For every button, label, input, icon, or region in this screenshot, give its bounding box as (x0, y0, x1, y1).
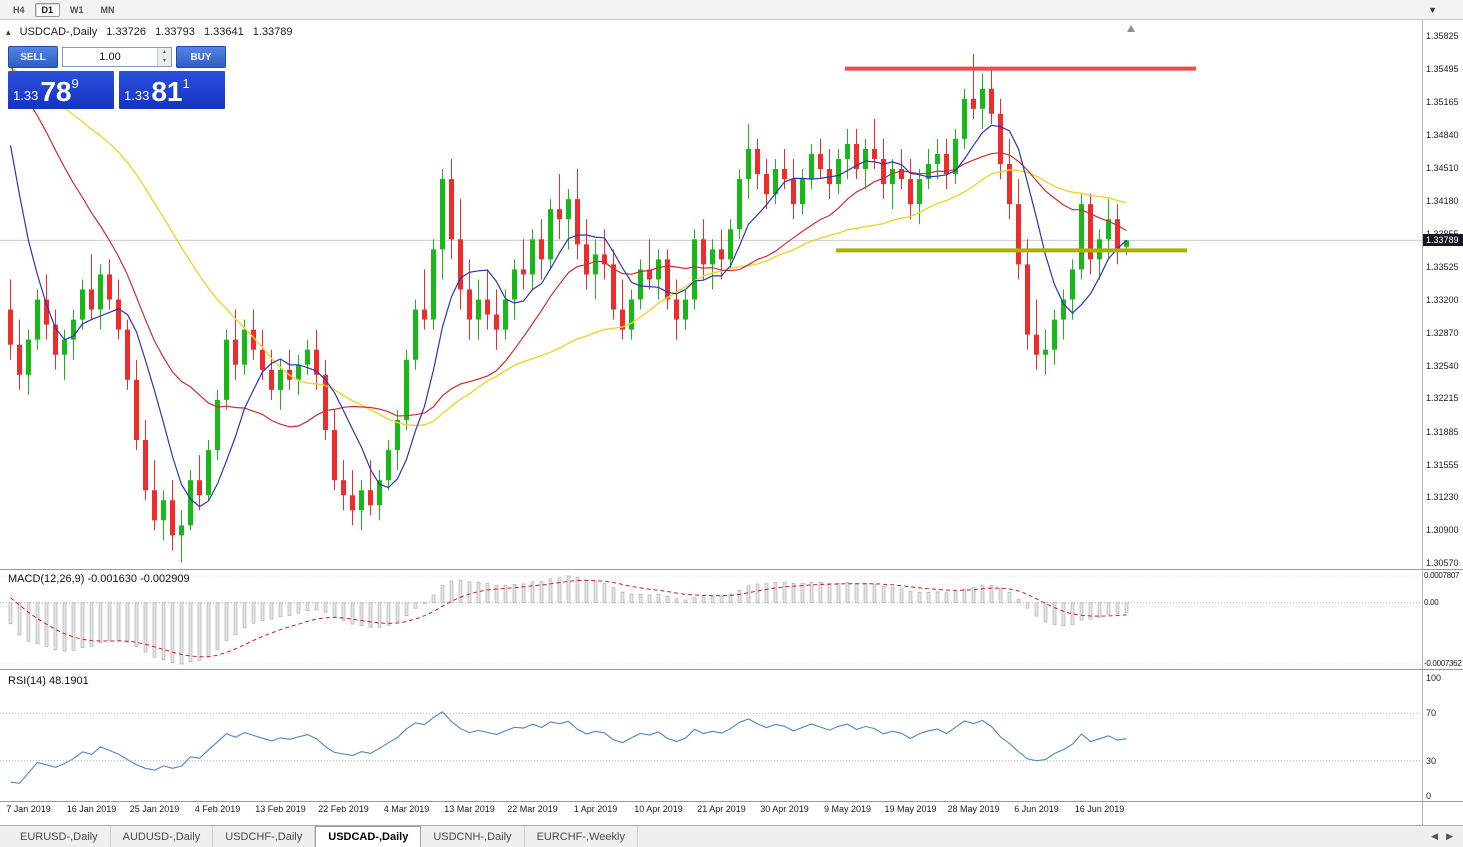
macd-rsi-separator[interactable] (0, 669, 1463, 670)
chart-shift-marker-icon[interactable] (1127, 25, 1135, 32)
period-toolbar: H4 D1 W1 MN ▼ (0, 0, 1463, 20)
time-axis-label: 13 Feb 2019 (255, 804, 306, 814)
volume-spinner: ▲ ▼ (157, 48, 171, 66)
price-axis-label: 1.31230 (1426, 492, 1459, 503)
chart-tab-usdcnh-daily[interactable]: USDCNH-,Daily (421, 826, 525, 847)
ohlc-high-value: 1.33793 (155, 26, 195, 38)
chart-tab-eurusd-daily[interactable]: EURUSD-,Daily (8, 826, 111, 847)
chart-area[interactable]: 7 Jan 2019 16 Jan 2019 25 Jan 2019 4 Feb 20… (0, 20, 1422, 825)
ohlc-open-value: 1.33726 (106, 26, 147, 38)
buy-price-figure: 1.33 (124, 88, 150, 103)
price-axis-label: 1.31555 (1426, 459, 1459, 470)
time-axis-label: 10 Apr 2019 (634, 804, 683, 814)
price-axis[interactable]: 1.35825 1.35495 1.35165 1.34840 1.34510 1.341… (1422, 20, 1463, 825)
period-buttons-group: H4 D1 W1 MN (6, 2, 122, 17)
chart-header: ▴ USDCAD-,Daily 1.33726 1.33793 1.33641 … (6, 26, 299, 38)
rsi-axis-label: 30 (1426, 755, 1437, 766)
price-axis-label: 1.30900 (1426, 525, 1459, 536)
price-axis-label: 1.32870 (1426, 327, 1459, 338)
period-button-h4[interactable]: H4 (13, 4, 25, 15)
toolbar-corner-icon[interactable]: ▼ (1428, 4, 1437, 15)
chart-tab-usdchf-daily[interactable]: USDCHF-,Daily (213, 826, 316, 847)
chart-tab-eurchf-weekly[interactable]: EURCHF-,Weekly (525, 826, 638, 847)
price-axis-label: 1.33200 (1426, 294, 1459, 305)
price-axis-label: 1.33855 (1426, 229, 1459, 239)
period-button-d1[interactable]: D1 (34, 2, 61, 17)
sell-button[interactable]: SELL (8, 46, 58, 68)
time-axis-label: 28 May 2019 (947, 804, 999, 814)
price-axis-label: 1.32215 (1426, 393, 1459, 404)
period-button-mn[interactable]: MN (100, 4, 115, 15)
time-axis-label: 22 Feb 2019 (318, 804, 369, 814)
ohlc-close-value: 1.33789 (252, 26, 293, 38)
price-axis-label: 1.35825 (1426, 31, 1459, 42)
rsi-label: RSI(14) 48.1901 (8, 675, 89, 687)
one-click-trading-panel: SELL 1.00 ▲ ▼ BUY 1.33 78 9 1.33 81 1 (8, 46, 226, 109)
chart-symbol-label: USDCAD-,Daily (19, 26, 98, 38)
time-axis-label: 9 May 2019 (824, 804, 871, 814)
macd-axis-label: -0.0007362 (1424, 659, 1462, 668)
chart-tab-usdcad-daily[interactable]: USDCAD-,Daily (315, 825, 422, 847)
main-macd-separator[interactable] (0, 569, 1463, 570)
time-axis-label: 19 May 2019 (884, 804, 936, 814)
chart-tab-audusd-daily[interactable]: AUDUSD-,Daily (111, 826, 214, 847)
time-axis-label: 4 Feb 2019 (195, 804, 241, 814)
time-axis-label: 13 Mar 2019 (444, 804, 495, 814)
buy-price-display[interactable]: 1.33 81 1 (119, 71, 225, 109)
time-axis-label: 16 Jan 2019 (67, 804, 117, 814)
price-axis-label: 1.30570 (1426, 558, 1459, 569)
rsi-axis-label: 100 (1426, 673, 1442, 683)
price-axis-label: 1.35165 (1426, 97, 1459, 108)
chart-tab-bar: EURUSD-,Daily AUDUSD-,Daily USDCHF-,Daily U… (0, 825, 1463, 847)
time-axis-label: 30 Apr 2019 (760, 804, 809, 814)
current-price-badge: 1.33789 (1423, 234, 1463, 247)
time-axis-label: 1 Apr 2019 (574, 804, 618, 814)
price-axis-label: 1.34510 (1426, 163, 1459, 174)
macd-axis-label: 0.0007807 (1424, 571, 1460, 580)
time-axis-label: 21 Apr 2019 (697, 804, 746, 814)
buy-button[interactable]: BUY (176, 46, 226, 68)
sell-price-pips: 78 (40, 76, 72, 107)
price-axis-label: 1.35495 (1426, 64, 1459, 75)
volume-value: 1.00 (99, 51, 121, 63)
tab-scroll-controls: ◀ ▶ (1431, 831, 1463, 842)
price-axis-label: 1.31885 (1426, 426, 1459, 437)
collapse-one-click-icon[interactable]: ▴ (6, 27, 11, 37)
macd-label: MACD(12,26,9) -0.001630 -0.002909 (8, 573, 190, 585)
sell-price-point: 9 (71, 76, 79, 91)
buy-price-point: 1 (182, 76, 190, 91)
time-axis-label: 7 Jan 2019 (6, 804, 51, 814)
price-axis-label: 1.34180 (1426, 196, 1459, 207)
volume-up-button[interactable]: ▲ (158, 48, 171, 57)
price-axis-label: 1.33525 (1426, 261, 1459, 272)
rsi-axis-label: 70 (1426, 708, 1437, 719)
ohlc-low-value: 1.33641 (203, 26, 244, 38)
time-axis-label: 16 Jun 2019 (1075, 804, 1125, 814)
buy-price-pips: 81 (151, 76, 183, 107)
rsi-timeaxis-separator (0, 801, 1463, 802)
tab-scroll-left-button[interactable]: ◀ (1431, 831, 1439, 841)
time-axis-label: 4 Mar 2019 (384, 804, 430, 814)
chart-tabs-group: EURUSD-,Daily AUDUSD-,Daily USDCHF-,Daily U… (8, 825, 638, 847)
rsi-axis-label: 0 (1426, 791, 1432, 801)
price-axis-label: 1.34840 (1426, 129, 1459, 140)
macd-axis-label: 0.00 (1424, 597, 1439, 607)
sell-price-display[interactable]: 1.33 78 9 (8, 71, 114, 109)
price-axis-label: 1.32540 (1426, 360, 1459, 371)
sell-price-figure: 1.33 (13, 88, 39, 103)
tab-scroll-right-button[interactable]: ▶ (1446, 831, 1453, 841)
volume-input[interactable]: 1.00 ▲ ▼ (62, 47, 172, 67)
chart-canvas[interactable]: 7 Jan 2019 16 Jan 2019 25 Jan 2019 4 Feb 20… (0, 20, 1422, 825)
time-axis-label: 6 Jun 2019 (1014, 804, 1059, 814)
volume-down-button[interactable]: ▼ (158, 57, 171, 66)
time-axis-label: 25 Jan 2019 (130, 804, 180, 814)
period-button-w1[interactable]: W1 (70, 4, 84, 15)
time-axis-label: 22 Mar 2019 (507, 804, 558, 814)
